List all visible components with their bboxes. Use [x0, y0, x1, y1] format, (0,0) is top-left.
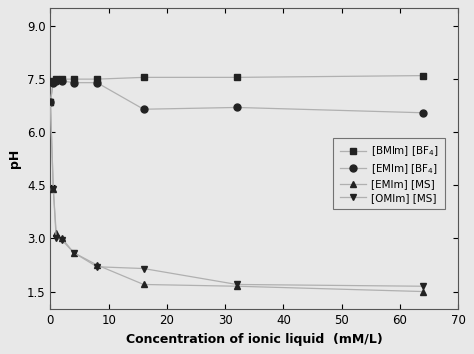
[BMIm] [BF$_4$] [141, 75, 146, 80]
[BMIm] [BF$_4$] [54, 77, 59, 81]
[EMIm] [BF$_4$] [50, 81, 56, 85]
Y-axis label: pH: pH [9, 149, 21, 169]
[EMIm] [MS] [59, 236, 65, 241]
[BMIm] [BF$_4$] [59, 77, 65, 81]
[OMIm] [MS] [47, 100, 53, 104]
[EMIm] [MS] [94, 263, 100, 267]
[BMIm] [BF$_4$] [94, 77, 100, 81]
Line: [EMIm] [BF$_4$]: [EMIm] [BF$_4$] [47, 78, 427, 116]
[OMIm] [MS] [234, 282, 240, 287]
[OMIm] [MS] [71, 251, 76, 255]
Legend: [BMIm] [BF$_4$], [EMIm] [BF$_4$], [EMIm] [MS], [OMIm] [MS]: [BMIm] [BF$_4$], [EMIm] [BF$_4$], [EMIm]… [334, 138, 445, 209]
[EMIm] [BF$_4$] [59, 79, 65, 83]
Line: [OMIm] [MS]: [OMIm] [MS] [47, 99, 427, 290]
[OMIm] [MS] [54, 236, 59, 241]
[EMIm] [MS] [47, 100, 53, 104]
[EMIm] [BF$_4$] [420, 111, 426, 115]
Line: [BMIm] [BF$_4$]: [BMIm] [BF$_4$] [47, 72, 427, 105]
[EMIm] [MS] [234, 284, 240, 289]
[EMIm] [MS] [54, 231, 59, 235]
X-axis label: Concentration of ionic liquid  (mM/L): Concentration of ionic liquid (mM/L) [126, 333, 383, 346]
[EMIm] [BF$_4$] [47, 100, 53, 104]
[EMIm] [MS] [71, 251, 76, 255]
[BMIm] [BF$_4$] [71, 77, 76, 81]
[BMIm] [BF$_4$] [420, 74, 426, 78]
[OMIm] [MS] [420, 284, 426, 289]
[EMIm] [MS] [420, 290, 426, 294]
[BMIm] [BF$_4$] [50, 79, 56, 83]
Line: [EMIm] [MS]: [EMIm] [MS] [47, 99, 427, 295]
[EMIm] [BF$_4$] [54, 79, 59, 83]
[OMIm] [MS] [141, 267, 146, 271]
[BMIm] [BF$_4$] [47, 100, 53, 104]
[EMIm] [BF$_4$] [234, 105, 240, 110]
[OMIm] [MS] [50, 187, 56, 191]
[EMIm] [BF$_4$] [94, 81, 100, 85]
[EMIm] [BF$_4$] [71, 81, 76, 85]
[OMIm] [MS] [59, 238, 65, 242]
[EMIm] [BF$_4$] [141, 107, 146, 112]
[OMIm] [MS] [94, 265, 100, 269]
[EMIm] [MS] [50, 187, 56, 191]
[EMIm] [MS] [141, 282, 146, 287]
[BMIm] [BF$_4$] [234, 75, 240, 80]
